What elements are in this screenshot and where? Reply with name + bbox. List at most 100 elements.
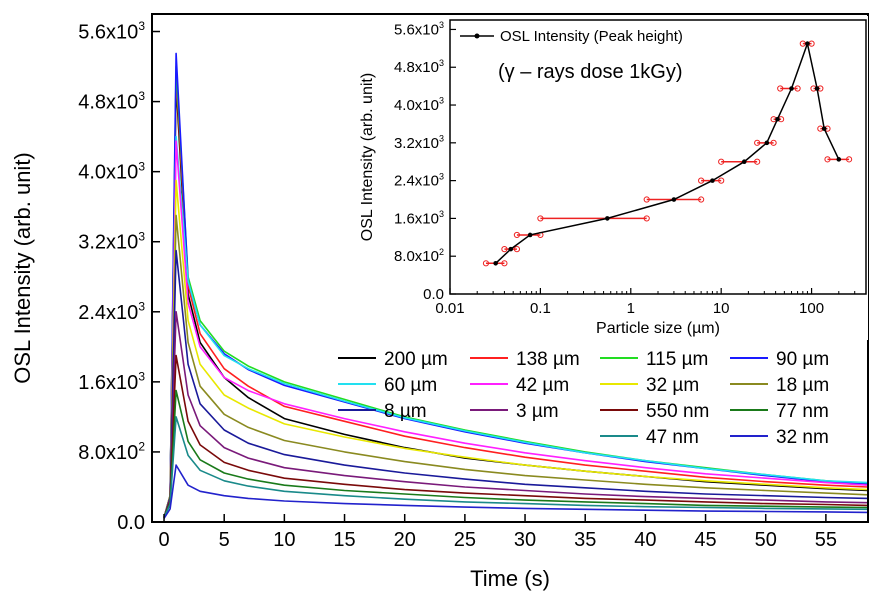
main-x-tick-label: 0	[158, 529, 169, 551]
inset-data-point	[741, 159, 747, 165]
legend-label-12: 47 nm	[646, 427, 699, 448]
inset-legend-swatch-marker	[474, 33, 480, 39]
inset-x-axis-label: Particle size (µm)	[596, 320, 720, 337]
inset-data-point	[814, 86, 820, 91]
series-line-6	[163, 179, 869, 518]
main-x-tick-label: 30	[514, 529, 536, 551]
inset-error-cap	[513, 231, 521, 239]
inset-y-tick-label: 5.6x103	[394, 20, 444, 38]
inset-x-tick-label: 1	[627, 300, 635, 317]
inset-data-point	[527, 232, 533, 238]
inset-dose-annotation: (γ – rays dose 1kGy)	[498, 61, 683, 83]
main-x-tick-label: 5	[219, 529, 230, 551]
inset-error-cap	[698, 196, 705, 203]
inset-series-line	[495, 40, 840, 264]
inset-y-tick-label: 4.8x103	[394, 58, 444, 76]
series-line-5	[163, 140, 869, 518]
main-y-tick-label: 3.2x103	[78, 229, 145, 253]
main-x-tick-label: 10	[273, 529, 295, 551]
inset-data-point	[789, 86, 794, 91]
inset-y-tick-label: 0.0	[423, 286, 444, 303]
main-x-tick-label: 50	[755, 529, 777, 551]
legend-label-13: 32 nm	[776, 427, 829, 448]
inset-data-point	[671, 197, 677, 202]
main-axes: 0 5 10 15 20 25 30 35 40 45 50 55 0.0 8.0x102 1.6x103 2…	[78, 19, 837, 551]
inset-legend-label: OSL Intensity (Peak height)	[500, 28, 683, 45]
legend-label-7: 18 µm	[776, 375, 829, 396]
legend-label-9: 3 µm	[516, 401, 559, 422]
inset-data-point	[805, 41, 810, 46]
inset-background	[342, 16, 868, 340]
main-x-tick-label: 15	[333, 529, 355, 551]
inset-y-tick-label: 4.0x103	[394, 96, 444, 114]
inset-error-cap	[513, 246, 521, 253]
inset-error-cap	[643, 215, 650, 222]
main-x-axis-label: Time (s)	[470, 566, 550, 591]
legend-label-0: 200 µm	[384, 349, 448, 370]
legend-label-8: 8 µm	[384, 401, 427, 422]
legend-label-6: 32 µm	[646, 375, 699, 396]
series-line-13	[163, 464, 869, 519]
main-y-tick-label: 4.8x103	[78, 89, 145, 113]
main-y-tick-label: 1.6x103	[78, 369, 145, 393]
inset-error-cap	[770, 139, 777, 146]
inset-error-cap	[698, 177, 705, 184]
legend-label-1: 138 µm	[516, 349, 580, 370]
main-x-tick-label: 35	[574, 529, 596, 551]
legend-label-2: 115 µm	[646, 349, 708, 370]
inset-series-group	[482, 40, 853, 267]
inset-error-cap	[824, 156, 831, 163]
inset-y-tick-label: 8.0x102	[394, 247, 444, 265]
series-line-10	[163, 354, 869, 518]
inset-data-point	[710, 178, 715, 183]
main-legend: 200 µm 138 µm 115 µm 90 µm 60 µm 42 µm 32 µm 18…	[338, 349, 829, 448]
inset-data-point	[764, 140, 770, 146]
inset-y-tick-label: 3.2x103	[394, 134, 444, 152]
main-y-axis-label: OSL Intensity (arb. unit)	[10, 152, 35, 384]
inset-error-cap	[777, 85, 784, 92]
inset-data-point	[775, 116, 780, 122]
inset-data-point	[605, 216, 610, 221]
series-line-8	[163, 249, 869, 518]
inset-x-tick-label: 100	[799, 300, 824, 317]
series-line-9	[163, 310, 869, 518]
main-y-tick-label: 5.6x103	[78, 19, 145, 43]
main-x-tick-label: 55	[815, 529, 837, 551]
main-x-tick-label: 40	[634, 529, 656, 551]
inset-y-tick-label: 1.6x103	[394, 209, 444, 227]
inset-error-cap	[643, 196, 650, 203]
main-y-tick-label: 8.0x102	[78, 440, 145, 464]
legend-label-4: 60 µm	[384, 375, 437, 396]
legend-label-11: 77 nm	[776, 401, 829, 422]
legend-label-3: 90 µm	[776, 349, 829, 370]
inset-error-cap	[794, 85, 801, 92]
inset-error-cap	[754, 158, 761, 165]
inset-y-axis-label: OSL Intensity (arb. unit)	[359, 73, 376, 241]
main-x-tick-label: 45	[694, 529, 716, 551]
series-line-12	[163, 416, 869, 518]
inset-y-tick-label: 2.4x103	[394, 171, 444, 189]
inset-error-cap	[718, 158, 725, 165]
inset-error-cap	[482, 260, 490, 267]
main-x-tick-label: 25	[454, 529, 476, 551]
inset-axes: 0.01 0.1 1 10 100 0.0 8.0x102 1.6x103 2.4x103 3.2…	[394, 20, 867, 317]
main-y-tick-label: 0.0	[117, 512, 145, 534]
inset-error-cap	[537, 215, 544, 222]
main-y-tick-label: 4.0x103	[78, 159, 145, 183]
inset-legend: OSL Intensity (Peak height)	[460, 28, 683, 45]
inset-error-cap	[845, 156, 853, 163]
inset-x-tick-label: 10	[713, 300, 730, 317]
inset-particle-size-chart: 0.01 0.1 1 10 100 0.0 8.0x102 1.6x103 2.4x103 3.2…	[342, 16, 868, 340]
inset-error-cap	[501, 260, 508, 267]
series-line-7	[163, 214, 869, 518]
inset-data-point	[493, 260, 498, 266]
main-y-tick-label: 2.4x103	[78, 299, 145, 323]
series-line-11	[163, 389, 869, 518]
main-osl-decay-chart: 0 5 10 15 20 25 30 35 40 45 50 55 0.0 8.0x102 1.6x103 2…	[10, 13, 869, 591]
inset-error-cap	[501, 246, 508, 253]
main-x-tick-label: 20	[394, 529, 416, 551]
inset-error-cap	[754, 139, 761, 146]
inset-data-point	[508, 246, 514, 252]
inset-error-cap	[718, 177, 725, 184]
